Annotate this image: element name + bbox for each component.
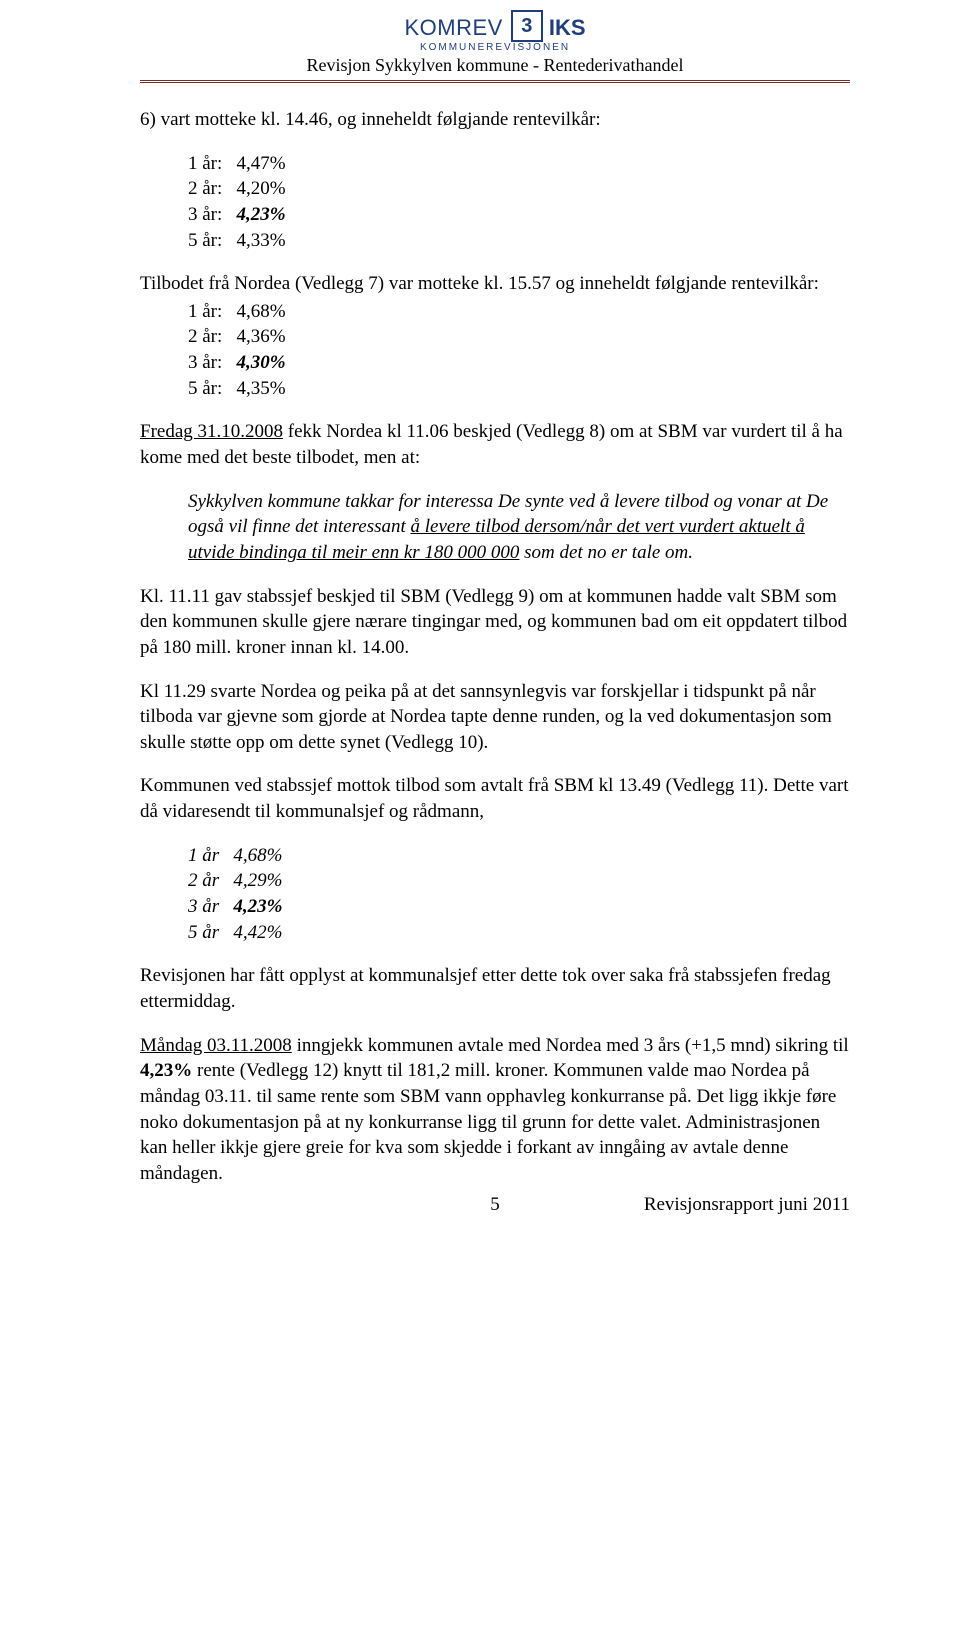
rate-row: 2 år: 4,36% <box>188 324 850 350</box>
rate-row: 1 år 4,68% <box>188 843 850 869</box>
page-header: KOMREV 3 IKS KOMMUNEREVISJONEN Revisjon … <box>140 12 850 76</box>
date-underline: Fredag 31.10.2008 <box>140 421 283 442</box>
header-rule <box>140 80 850 83</box>
logo: KOMREV 3 IKS <box>404 12 585 44</box>
rate-row: 3 år 4,23% <box>188 894 850 920</box>
rate-list-2: 1 år: 4,68% 2 år: 4,36% 3 år: 4,30% 5 år… <box>188 299 850 402</box>
rate-row: 5 år: 4,35% <box>188 376 850 402</box>
rate-row: 3 år: 4,23% <box>188 202 850 228</box>
date-underline: Måndag 03.11.2008 <box>140 1035 292 1056</box>
footer-right-text: Revisjonsrapport juni 2011 <box>500 1192 850 1218</box>
paragraph: Revisjonen har fått opplyst at kommunals… <box>140 963 850 1014</box>
quote-block: Sykkylven kommune takkar for interessa D… <box>188 489 850 566</box>
paragraph: Måndag 03.11.2008 inngjekk kommunen avta… <box>140 1033 850 1187</box>
logo-text-iks: IKS <box>549 15 586 41</box>
logo-text-komrev: KOMREV <box>404 15 502 41</box>
rate-row: 5 år: 4,33% <box>188 228 850 254</box>
rate-list-3: 1 år 4,68% 2 år 4,29% 3 år 4,23% 5 år 4,… <box>188 843 850 946</box>
rate-row: 2 år 4,29% <box>188 868 850 894</box>
paragraph: Kl 11.29 svarte Nordea og peika på at de… <box>140 679 850 756</box>
rate-row: 5 år 4,42% <box>188 920 850 946</box>
document-body: 6) vart motteke kl. 14.46, og inneheldt … <box>140 107 850 1218</box>
rate-row: 3 år: 4,30% <box>188 350 850 376</box>
paragraph: Fredag 31.10.2008 fekk Nordea kl 11.06 b… <box>140 419 850 470</box>
page-footer: 5 Revisjonsrapport juni 2011 <box>140 1192 850 1218</box>
header-caption: Revisjon Sykkylven kommune - Rentederiva… <box>140 55 850 76</box>
rate-row: 2 år: 4,20% <box>188 176 850 202</box>
paragraph: Tilbodet frå Nordea (Vedlegg 7) var mott… <box>140 271 850 297</box>
rate-row: 1 år: 4,47% <box>188 151 850 177</box>
logo-number-box: 3 <box>511 10 543 42</box>
paragraph: Kl. 11.11 gav stabssjef beskjed til SBM … <box>140 584 850 661</box>
paragraph: 6) vart motteke kl. 14.46, og inneheldt … <box>140 107 850 133</box>
logo-subtitle: KOMMUNEREVISJONEN <box>140 42 850 53</box>
rate-list-1: 1 år: 4,47% 2 år: 4,20% 3 år: 4,23% 5 år… <box>188 151 850 254</box>
paragraph: Kommunen ved stabssjef mottok tilbod som… <box>140 773 850 824</box>
page-number: 5 <box>490 1192 500 1218</box>
rate-row: 1 år: 4,68% <box>188 299 850 325</box>
